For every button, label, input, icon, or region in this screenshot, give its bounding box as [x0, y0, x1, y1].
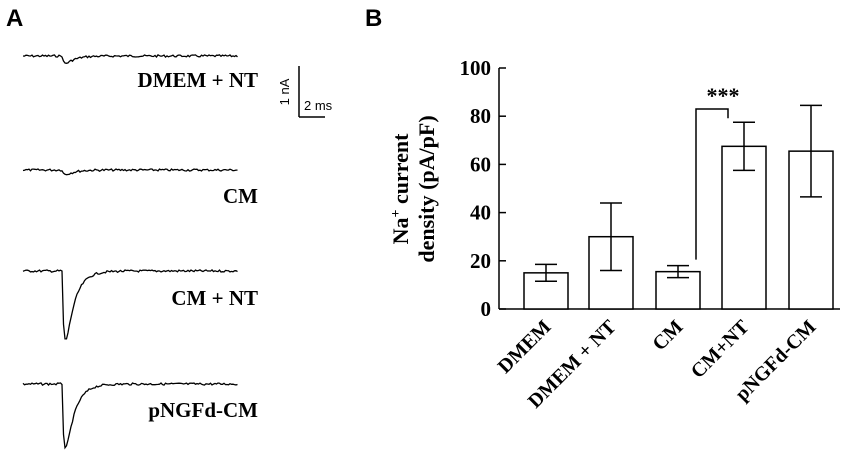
x-tick-label-0: DMEM: [494, 316, 556, 378]
y-tick-label-80: 80: [470, 104, 491, 128]
error-bar-2: [667, 264, 689, 279]
trace-2: [22, 269, 238, 340]
trace-label-0: DMEM + NT: [138, 68, 258, 92]
trace-label-2: CM + NT: [171, 286, 258, 310]
y-tick-label-20: 20: [470, 249, 491, 273]
scale-bar-y-label: 1 nA: [277, 78, 292, 105]
trace-label-1: CM: [223, 184, 258, 208]
y-axis-label-line2: density (pA/pF): [414, 115, 439, 262]
significance-label: ***: [707, 83, 740, 108]
trace-1: [22, 168, 238, 176]
error-bar-1: [600, 202, 622, 272]
trace-label-3: pNGFd-CM: [148, 398, 258, 422]
error-bar-0: [535, 263, 557, 283]
x-tick-label-2: CM: [648, 316, 687, 355]
y-axis-label-line1: Na+ current: [388, 133, 413, 245]
y-axis-label: Na+ current density (pA/pF): [388, 115, 439, 262]
error-bar-4: [800, 104, 822, 198]
error-bar-3: [733, 121, 755, 172]
x-tick-label-3: CM+NT: [687, 316, 754, 383]
y-tick-label-60: 60: [470, 152, 491, 176]
y-tick-label-100: 100: [460, 56, 492, 80]
traces-group: DMEM + NT CM CM + NT pNGFd-CM: [22, 54, 258, 450]
scale-bar-x-label: 2 ms: [304, 98, 333, 113]
y-tick-label-0: 0: [481, 297, 492, 321]
trace-0: [22, 54, 238, 64]
y-tick-label-40: 40: [470, 201, 491, 225]
scale-bar: 1 nA 2 ms: [277, 66, 333, 118]
panel-a-letter: A: [6, 5, 23, 32]
significance-bracket: [695, 108, 729, 260]
panel-b-letter: B: [365, 5, 382, 32]
trace-3: [22, 382, 238, 450]
